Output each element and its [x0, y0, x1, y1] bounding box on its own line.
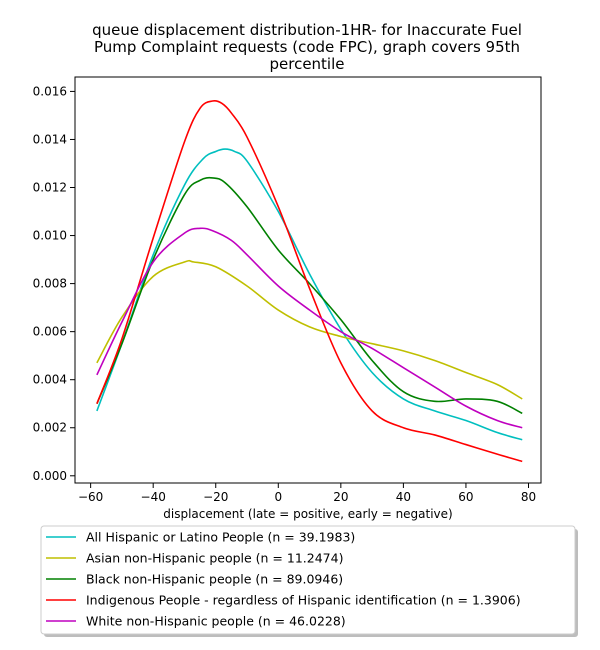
x-tick-label: 20 [333, 490, 348, 504]
plot-frame [74, 76, 542, 484]
series-line-4 [96, 99, 523, 463]
x-tick-label: 40 [396, 490, 411, 504]
y-tick-label: 0.000 [33, 469, 67, 483]
chart-title-line-1: queue displacement distribution-1HR- for… [92, 21, 522, 39]
legend-label-1: All Hispanic or Latino People (n = 39.19… [86, 530, 355, 545]
legend-label-5: White non-Hispanic people (n = 46.0228) [86, 614, 346, 629]
legend-label-4: Indigenous People - regardless of Hispan… [86, 593, 521, 608]
x-axis-label: displacement (late = positive, early = n… [163, 507, 452, 521]
y-tick-label: 0.010 [33, 229, 67, 243]
legend-label-2: Asian non-Hispanic people (n = 11.2474) [86, 551, 343, 566]
y-tick-label: 0.016 [33, 84, 67, 98]
y-tick-label: 0.004 [33, 373, 67, 387]
series-line-1 [96, 148, 523, 441]
y-tick-label: 0.006 [33, 325, 67, 339]
y-tick-label: 0.008 [33, 277, 67, 291]
legend: All Hispanic or Latino People (n = 39.19… [40, 525, 578, 637]
x-axis: −60 −40 −20 0 20 40 60 80 [78, 483, 536, 504]
x-tick-label: 60 [458, 490, 473, 504]
series-line-5 [96, 227, 523, 429]
y-tick-label: 0.002 [33, 421, 67, 435]
chart-title-line-3: percentile [269, 55, 344, 73]
x-tick-label: 80 [521, 490, 536, 504]
y-tick-label: 0.014 [33, 132, 67, 146]
series-line-3 [96, 176, 523, 415]
chart-title-line-2: Pump Complaint requests (code FPC), grap… [94, 38, 520, 56]
series-line-2 [96, 259, 523, 400]
y-axis: 0.000 0.002 0.004 0.006 0.008 0.010 0.012 0.014… [33, 84, 75, 483]
y-tick-label: 0.012 [33, 181, 67, 195]
plot-lines [96, 99, 523, 463]
legend-frame [40, 525, 576, 635]
x-tick-label: −60 [78, 490, 103, 504]
x-tick-label: 0 [274, 490, 282, 504]
x-tick-label: −40 [141, 490, 166, 504]
x-tick-label: −20 [203, 490, 228, 504]
legend-items: All Hispanic or Latino People (n = 39.19… [46, 530, 521, 629]
legend-label-3: Black non-Hispanic people (n = 89.0946) [86, 572, 343, 587]
